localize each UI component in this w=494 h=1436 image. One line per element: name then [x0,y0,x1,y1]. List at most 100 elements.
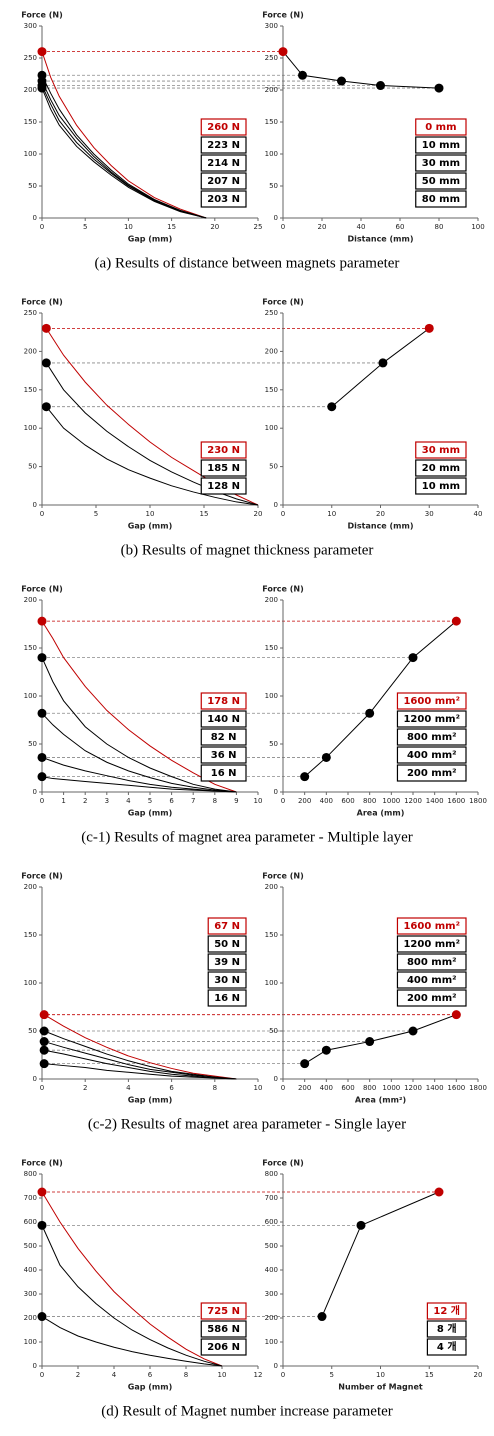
legend-box [200,118,247,136]
x-axis-label: Number of Magnet [338,1383,423,1392]
legend-box [200,136,247,154]
legend-label: 260 N [207,122,240,133]
legend-box [415,477,467,495]
x-tick-label: 800 [363,1084,376,1092]
y-tick-label: 0 [33,788,37,796]
x-tick-label: 15 [425,1371,434,1379]
legend-box [207,971,247,989]
x-tick-label: 1800 [469,1084,487,1092]
legend-label: 50 N [214,939,240,950]
x-tick-label: 10 [254,1084,263,1092]
x-tick-label: 200 [298,797,311,805]
series-line [44,1041,237,1080]
y-axis-label: Force (N) [262,872,304,881]
x-tick-label: 0 [281,510,285,518]
x-tick-label: 5 [148,797,152,805]
caption: (d) Result of Magnet number increase par… [101,1403,393,1419]
y-tick-label: 100 [265,150,278,158]
y-tick-label: 0 [33,501,37,509]
legend-box [396,917,467,935]
x-tick-label: 1400 [426,797,444,805]
y-tick-label: 150 [265,644,278,652]
y-tick-label: 100 [24,424,37,432]
legend-box [200,154,247,172]
x-tick-label: 0 [40,223,44,231]
y-tick-label: 50 [28,463,37,471]
legend-box [200,459,247,477]
legend-label: 39 N [214,957,240,968]
y-tick-label: 100 [265,1338,278,1346]
series-line [41,80,207,219]
point [378,358,388,368]
y-tick-label: 0 [33,214,37,222]
legend-box [415,154,467,172]
point [39,1026,49,1036]
y-axis-label: Force (N) [262,11,304,20]
point [451,1010,461,1020]
point [41,402,51,412]
legend-label: 67 N [214,921,240,932]
point [37,83,47,93]
x-tick-label: 200 [298,1084,311,1092]
legend-box [396,746,467,764]
legend-box [415,118,467,136]
point [408,1026,418,1036]
legend-box [207,953,247,971]
x-tick-label: 1600 [447,1084,465,1092]
y-tick-label: 100 [24,692,37,700]
x-tick-label: 400 [320,1084,333,1092]
point [424,323,434,333]
legend-box [426,1320,467,1338]
legend-box [415,190,467,208]
x-tick-label: 15 [200,510,209,518]
y-tick-label: 100 [24,150,37,158]
series-line [43,1014,237,1080]
x-tick-label: 1600 [447,797,465,805]
y-tick-label: 200 [265,596,278,604]
legend-label: 1600 mm² [403,696,460,707]
x-tick-label: 100 [471,223,484,231]
x-axis-label: Area (mm) [357,809,405,818]
legend-box [207,917,247,935]
y-tick-label: 0 [33,1362,37,1370]
y-tick-label: 150 [265,386,278,394]
legend-label: 586 N [207,1324,240,1335]
x-tick-label: 1800 [469,797,487,805]
x-tick-label: 400 [320,797,333,805]
x-axis-label: Gap (mm) [128,235,172,244]
point [41,323,51,333]
point [37,1312,47,1322]
y-tick-label: 100 [24,979,37,987]
y-tick-label: 200 [24,347,37,355]
x-tick-label: 0 [40,1084,44,1092]
legend-label: 8 개 [437,1322,457,1335]
series-line [41,85,207,219]
y-tick-label: 100 [24,1338,37,1346]
y-tick-label: 300 [24,1290,37,1298]
legend-box [426,1302,467,1320]
y-axis-label: Force (N) [262,1159,304,1168]
y-tick-label: 600 [265,1218,278,1226]
x-tick-label: 0 [40,797,44,805]
x-tick-label: 1000 [382,797,400,805]
x-tick-label: 1000 [382,1084,400,1092]
x-tick-label: 0 [40,510,44,518]
series-line [41,1316,223,1367]
legend-label: 82 N [211,732,237,743]
x-tick-label: 800 [363,797,376,805]
legend-label: 30 mm [422,445,460,456]
series-line [44,1063,237,1080]
legend-label: 200 mm² [407,993,457,1004]
legend-label: 50 mm [422,176,460,187]
y-tick-label: 200 [265,347,278,355]
x-tick-label: 10 [254,797,263,805]
legend-box [200,728,247,746]
x-tick-label: 15 [167,223,176,231]
x-tick-label: 8 [184,1371,188,1379]
legend-label: 16 N [214,993,240,1004]
series-line [41,1225,223,1367]
y-tick-label: 800 [24,1170,37,1178]
series-line [41,87,207,219]
series-line [41,620,237,793]
x-axis-label: Gap (mm) [128,522,172,531]
